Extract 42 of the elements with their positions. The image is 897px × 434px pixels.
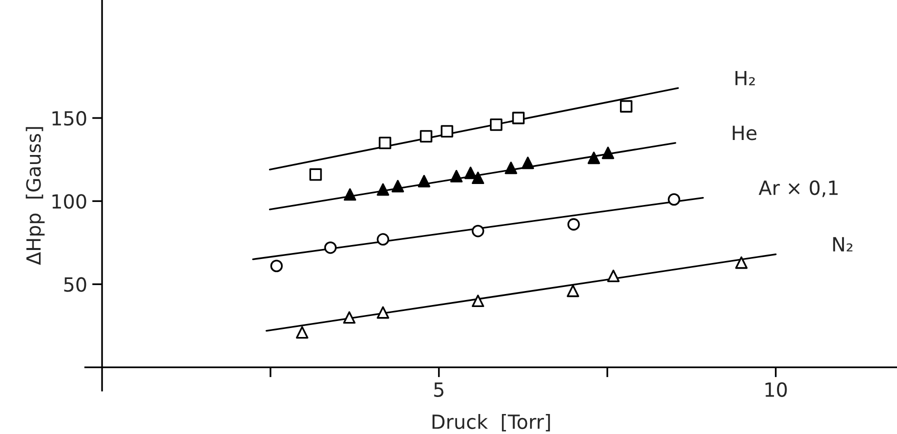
text: Ar × 0,1: [758, 180, 838, 198]
x-tick-label: 5: [434, 382, 444, 397]
point: [512, 112, 525, 124]
point: [522, 156, 534, 170]
point: [376, 306, 390, 319]
point: [309, 168, 322, 181]
text: H₂: [736, 70, 755, 86]
point: [343, 311, 356, 324]
text: He: [732, 126, 756, 140]
point: [376, 183, 390, 196]
point: [620, 100, 632, 113]
text: N₂: [833, 237, 852, 252]
point: [588, 152, 600, 164]
point: [566, 284, 580, 298]
point: [668, 193, 680, 206]
point: [735, 256, 748, 269]
point: [472, 172, 484, 184]
y-tick-label: 50: [64, 277, 86, 292]
point: [450, 170, 463, 182]
point: [270, 260, 283, 272]
point: [607, 270, 620, 282]
point: [392, 180, 404, 192]
point: [504, 162, 518, 174]
x-tick-label: 10: [766, 382, 787, 397]
y-axis-title: ΔHpp [Gauss]: [26, 127, 45, 265]
point: [472, 294, 484, 308]
point: [376, 233, 390, 246]
point: [490, 118, 502, 131]
x-axis-title: Druck [Torr]: [432, 414, 550, 432]
y-tick-label: 100: [52, 194, 86, 209]
point: [324, 241, 337, 254]
point: [464, 166, 477, 180]
point: [420, 130, 432, 143]
point: [378, 136, 392, 150]
point: [418, 174, 430, 188]
point: [296, 326, 308, 339]
point: [602, 146, 614, 160]
point: [440, 125, 454, 138]
point: [344, 188, 356, 201]
point: [472, 224, 484, 238]
point: [567, 218, 580, 231]
y-tick-label: 150: [52, 110, 86, 126]
